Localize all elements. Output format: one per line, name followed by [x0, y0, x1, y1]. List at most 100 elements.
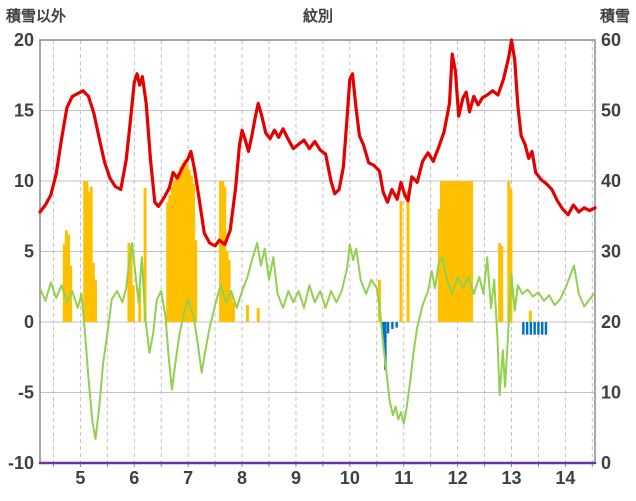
- orange_bars-bar: [528, 310, 532, 322]
- x-axis-tick-label: 10: [340, 468, 360, 488]
- blue_bars-bar: [533, 322, 536, 335]
- orange_bars-bar: [83, 181, 87, 322]
- orange_bars-bar: [457, 181, 461, 322]
- orange_bars-bar: [231, 302, 235, 322]
- left-axis-tick-label: 5: [24, 242, 34, 262]
- orange_bars-bar: [87, 192, 91, 322]
- right-axis-tick-label: 0: [601, 453, 611, 473]
- orange_bars-bar: [225, 251, 229, 322]
- orange_bars-bar: [465, 181, 469, 322]
- orange_bars-bar: [221, 181, 225, 322]
- orange_bars-bar: [507, 181, 511, 322]
- orange_bars-bar: [172, 181, 176, 322]
- blue_bars-bar: [382, 322, 385, 344]
- orange_bars-bar: [187, 169, 191, 322]
- orange_bars-bar: [129, 245, 133, 322]
- orange_bars-bar: [399, 200, 403, 322]
- right-axis-tick-label: 30: [601, 242, 621, 262]
- orange_bars-bar: [463, 181, 467, 322]
- orange_bars-bar: [461, 181, 465, 322]
- right-axis-tick-label: 20: [601, 312, 621, 332]
- orange_bars-bar: [179, 166, 183, 322]
- orange_bars-bar: [143, 188, 147, 322]
- orange_bars-bar: [189, 175, 193, 322]
- left-axis-tick-label: 15: [14, 101, 34, 121]
- x-axis-tick-label: 13: [501, 468, 521, 488]
- orange_bars-bar: [444, 181, 448, 322]
- chart-header: 紋別 積雪以外 積雪: [0, 5, 636, 27]
- orange_bars-bar: [459, 181, 463, 322]
- orange_bars-bar: [450, 181, 454, 322]
- orange_bars-bar: [170, 186, 174, 322]
- orange_bars-bar: [256, 307, 260, 322]
- x-axis-tick-label: 8: [237, 468, 247, 488]
- chart-title: 紋別: [302, 8, 333, 25]
- orange_bars-bar: [406, 190, 410, 322]
- right-axis-title: 積雪: [599, 8, 630, 25]
- orange_bars-bar: [452, 181, 456, 322]
- left-axis-tick-label: -10: [8, 453, 34, 473]
- x-axis-tick-label: 14: [555, 468, 575, 488]
- right-axis-tick-label: 10: [601, 383, 621, 403]
- orange_bars-bar: [467, 181, 471, 322]
- orange_bars-bar: [174, 178, 178, 322]
- orange_bars-bar: [229, 293, 233, 322]
- orange_bars-bar: [194, 240, 198, 322]
- x-axis-tick-label: 12: [448, 468, 468, 488]
- right-axis-tick-label: 60: [601, 30, 621, 50]
- orange_bars-bar: [89, 186, 93, 322]
- x-axis-tick-label: 5: [75, 468, 85, 488]
- red_line: [38, 38, 597, 248]
- orange_bars-bar: [127, 243, 131, 322]
- right-axis-tick-label: 50: [601, 101, 621, 121]
- orange_bars-bar: [67, 234, 71, 322]
- blue_bars-bar: [391, 322, 394, 330]
- orange_bars-bar: [91, 262, 95, 322]
- blue_bars-bar: [395, 322, 398, 328]
- orange_bars-bar: [509, 189, 513, 322]
- green_line: [39, 242, 596, 440]
- left-axis-tick-label: -5: [18, 383, 34, 403]
- left-axis-tick-label: 10: [14, 171, 34, 191]
- orange_bars-bar: [131, 285, 135, 322]
- orange_bars-bar: [446, 181, 450, 322]
- orange_bars-bar: [498, 243, 502, 322]
- orange_bars-bar: [192, 183, 196, 322]
- orange_bars-bar: [94, 279, 97, 322]
- orange_bars-bar: [439, 181, 443, 322]
- orange_bars-bar: [442, 181, 446, 322]
- orange_bars-bar: [166, 202, 170, 322]
- blue_bars-bar: [529, 322, 533, 335]
- x-axis-tick-label: 9: [291, 468, 301, 488]
- orange_bars-bar: [227, 259, 231, 322]
- orange_bars-bar: [185, 164, 189, 322]
- x-axis-tick-label: 7: [183, 468, 193, 488]
- orange_bars-bar: [62, 244, 66, 322]
- orange_bars-bar: [448, 181, 452, 322]
- blue_bars-bar: [386, 322, 390, 334]
- orange_bars-bar: [219, 181, 222, 322]
- orange_bars-bar: [470, 181, 474, 322]
- orange_bars-bar: [64, 230, 68, 322]
- left-axis-title: 積雪以外: [6, 8, 67, 25]
- orange_bars-bar: [183, 159, 187, 322]
- blue_bars-bar: [384, 322, 387, 370]
- x-axis-tick-label: 11: [394, 468, 413, 488]
- right-axis-tick-label: 40: [601, 171, 621, 191]
- orange_bars-bar: [138, 288, 142, 322]
- orange_bars-bar: [181, 162, 185, 322]
- orange_bars-bar: [85, 181, 89, 322]
- left-axis-tick-label: 0: [24, 312, 34, 332]
- x-axis-tick-label: 6: [129, 468, 139, 488]
- blue_bars-bar: [522, 322, 525, 335]
- orange_bars-bar: [176, 172, 180, 322]
- blue_bars-bar: [537, 322, 540, 335]
- blue_bars-bar: [525, 322, 529, 335]
- left-axis-tick-label: 20: [14, 30, 34, 50]
- orange_bars-bar: [245, 305, 249, 322]
- blue_bars-bar: [540, 322, 544, 335]
- orange_bars-bar: [168, 195, 172, 322]
- blue_bars-bar: [544, 322, 548, 335]
